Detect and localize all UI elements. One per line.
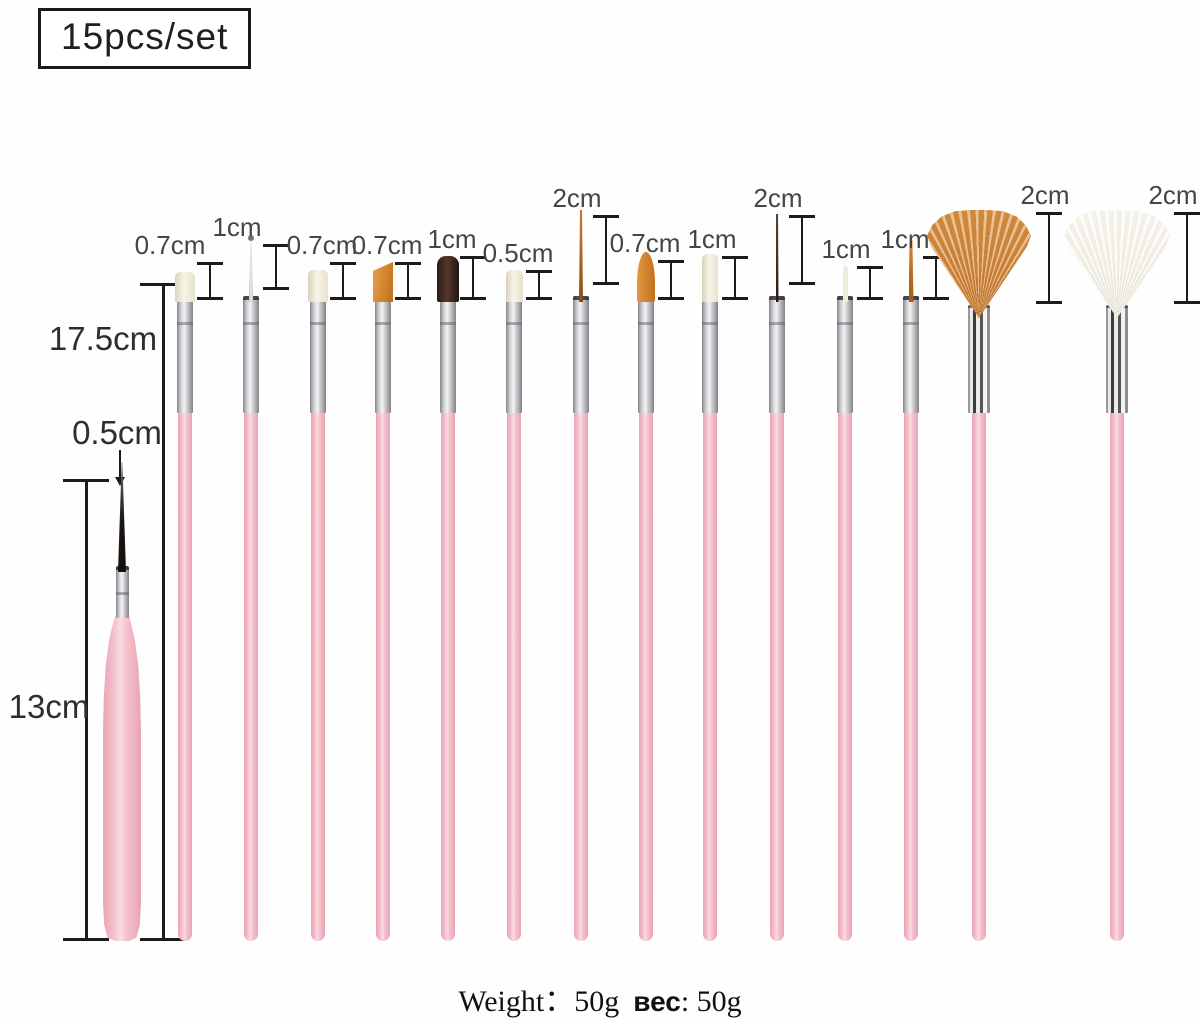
tall-brush-7-tip-striper-orange	[579, 210, 583, 302]
tall-brush-2-tip-dotting	[248, 240, 254, 302]
tall-brush-14-tip-size-ibeam	[1174, 212, 1200, 304]
tall-brush-7-tip-size-ibeam	[593, 215, 619, 285]
short-brush-tip-size-label: 0.5cm	[72, 414, 162, 451]
tall-brush-11-tip-liner-white	[842, 266, 848, 302]
tall-brush-12-tip-size-label: 1cm	[880, 224, 930, 254]
tall-brush-6-handle	[507, 410, 521, 941]
tall-brush-6-tip-size-label: 0.5cm	[482, 238, 554, 268]
tall-brush-3-tip-size-ibeam	[330, 262, 356, 300]
tall-brush-1-tip-size-label: 0.7cm	[134, 230, 206, 260]
tall-brush-3-tip-flat-white	[308, 270, 328, 302]
tall-brush-14-handle	[1110, 410, 1124, 941]
tall-brush-13-tip-size-label: 2cm	[1020, 180, 1070, 210]
short-brush-tip-pointer-line	[119, 450, 121, 478]
tall-brush-10-tip-liner-dark	[775, 214, 779, 302]
tall-brush-5-handle	[441, 410, 455, 941]
tall-brush-13-tip-size-ibeam	[1036, 212, 1062, 304]
tall-brush-1-ferrule	[177, 296, 193, 413]
tall-brush-2-tip-size-ibeam	[263, 244, 289, 290]
tall-brush-4-ferrule	[375, 296, 391, 413]
tall-brush-length-label: 17.5cm	[48, 320, 158, 357]
tall-brush-3-tip-size-label: 0.7cm	[286, 230, 358, 260]
short-brush-ferrule	[116, 566, 129, 618]
weight-en-label: Weight：50g	[458, 985, 620, 1018]
tall-brush-2-ferrule	[243, 296, 259, 413]
tall-brush-7-ferrule	[573, 296, 589, 413]
tall-brush-11-tip-size-label: 1cm	[821, 234, 871, 264]
short-brush-handle	[103, 614, 141, 941]
weight-text: Weight：50g вес: 50g	[0, 976, 1200, 1020]
tall-brush-5-ferrule	[440, 296, 456, 413]
tall-brush-7-tip-size-label: 2cm	[552, 183, 602, 213]
tall-brush-4-handle	[376, 410, 390, 941]
tall-brush-1-handle	[178, 410, 192, 941]
tall-brush-2-dotting-ball	[248, 235, 254, 241]
tall-brush-8-ferrule	[638, 296, 654, 413]
tall-brush-3-handle	[311, 410, 325, 941]
tall-brush-8-tip-size-label: 0.7cm	[609, 228, 681, 258]
tall-brush-5-tip-flat-brown	[437, 256, 459, 302]
weight-ru-value: : 50g	[680, 985, 742, 1018]
tall-brush-2-handle	[244, 410, 258, 941]
tall-brush-6-tip-flat-white-sm	[505, 270, 523, 302]
tall-brush-10-tip-size-ibeam	[789, 215, 815, 285]
tall-brush-3-ferrule	[310, 296, 326, 413]
tall-brush-13-handle	[972, 410, 986, 941]
tall-brush-9-tip-size-ibeam	[722, 256, 748, 300]
tall-brush-12-tip-liner-orange	[908, 240, 914, 302]
tall-brush-10-handle	[770, 410, 784, 941]
tall-brush-6-tip-size-ibeam	[526, 270, 552, 300]
tall-brush-14-tip-size-label: 2cm	[1148, 180, 1198, 210]
tall-brush-12-ferrule	[903, 296, 919, 413]
weight-ru-label: вес	[633, 986, 681, 1017]
tall-brush-14-tip-fan-white	[1064, 210, 1170, 318]
tall-brush-1-tip-flat-white	[175, 272, 195, 302]
set-count-badge: 15pcs/set	[38, 8, 252, 69]
tall-brush-14-ferrule	[1106, 305, 1128, 413]
down-arrow-icon	[115, 477, 125, 486]
tall-brush-7-handle	[574, 410, 588, 941]
tall-brush-8-tip-size-ibeam	[658, 260, 684, 300]
tall-brush-1-tip-size-ibeam	[197, 262, 223, 300]
short-brush-length-line	[63, 479, 109, 941]
tall-brush-4-tip-size-ibeam	[395, 262, 421, 300]
tall-brush-4-tip-angled-orange	[373, 262, 393, 302]
tall-brush-11-tip-size-ibeam	[857, 266, 883, 300]
tall-brush-13-ferrule	[968, 305, 990, 413]
tall-brush-4-tip-size-label: 0.7cm	[351, 230, 423, 260]
tall-brush-6-ferrule	[506, 296, 522, 413]
tall-brush-5-tip-size-label: 1cm	[427, 224, 477, 254]
tall-brush-8-handle	[639, 410, 653, 941]
tall-brush-5-tip-size-ibeam	[460, 256, 486, 300]
tall-brush-10-ferrule	[769, 296, 785, 413]
tall-brush-8-tip-oval-orange	[637, 252, 655, 302]
tall-brush-2-tip-size-label: 1cm	[212, 212, 262, 242]
short-brush-length-label: 13cm	[8, 688, 90, 725]
tall-brush-9-ferrule	[702, 296, 718, 413]
short-brush-tip-fine-liner	[118, 462, 126, 572]
tall-brush-10-tip-size-label: 2cm	[753, 183, 803, 213]
tall-brush-9-tip-flat-white-md	[702, 254, 718, 302]
tall-brush-11-handle	[838, 410, 852, 941]
tall-brush-9-handle	[703, 410, 717, 941]
tall-brush-11-ferrule	[837, 296, 853, 413]
tall-brush-12-handle	[904, 410, 918, 941]
tall-brush-9-tip-size-label: 1cm	[687, 224, 737, 254]
